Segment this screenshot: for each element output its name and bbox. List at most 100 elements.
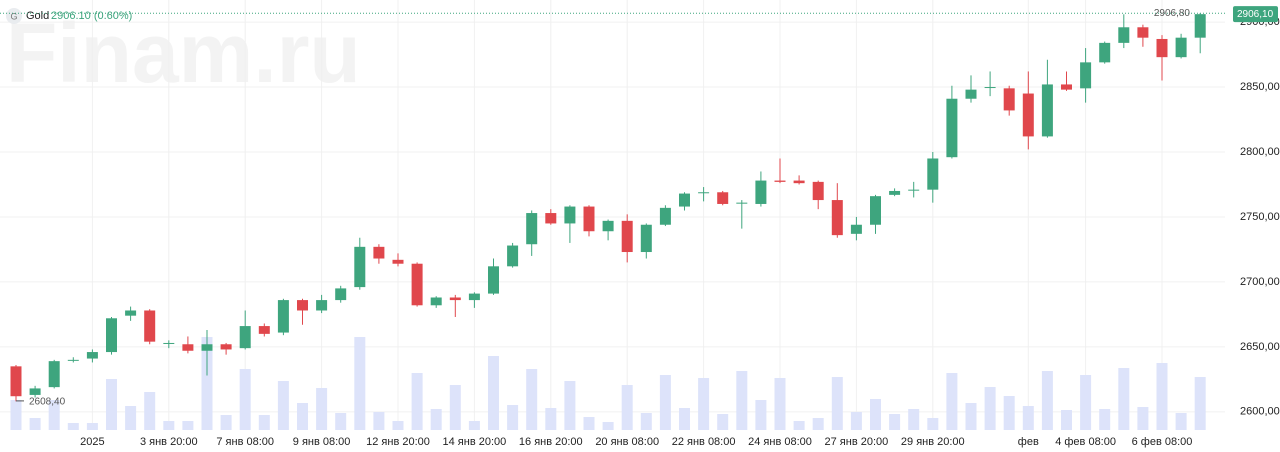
x-tick-label: 3 янв 20:00 — [140, 436, 198, 448]
volume-bar — [545, 408, 557, 430]
volume-bar — [1022, 406, 1034, 430]
volume-bar — [1194, 377, 1206, 430]
volume-bar — [297, 403, 308, 430]
x-tick-label: 9 янв 08:00 — [293, 436, 351, 448]
volume-bar — [946, 373, 958, 430]
candle-body — [392, 259, 404, 264]
chart-subtitle: 2906.10 (0.60%) — [51, 10, 132, 22]
candle-body — [507, 245, 519, 267]
volume-bar — [488, 356, 499, 430]
y-tick-label: 2750,00 — [1240, 211, 1280, 223]
candle-body — [449, 297, 461, 301]
candle-body — [774, 180, 786, 182]
x-tick-label: 12 янв 20:00 — [366, 436, 430, 448]
volume-bar — [965, 403, 977, 430]
candle-body — [220, 344, 232, 350]
volume-bar — [927, 418, 939, 430]
volume-bar — [125, 406, 137, 430]
plot — [0, 0, 1225, 430]
volume-bar — [698, 378, 710, 430]
volume-bar — [1118, 368, 1130, 430]
candle-body — [1137, 27, 1149, 38]
candle-body — [10, 366, 22, 397]
volume-bar — [870, 399, 881, 430]
x-tick-label: фев — [1018, 436, 1039, 448]
volume-bar — [373, 412, 385, 430]
x-tick-label: 29 янв 20:00 — [901, 436, 965, 448]
volume-bar — [449, 385, 461, 430]
candle-body — [239, 326, 251, 349]
candle-body — [468, 293, 480, 301]
volume-bar — [640, 413, 652, 430]
volume-bar — [793, 421, 805, 430]
volume-bar — [812, 418, 824, 430]
x-tick-label: 20 янв 08:00 — [595, 436, 659, 448]
y-tick-label: 2700,00 — [1240, 276, 1280, 288]
candle-body — [1061, 84, 1072, 90]
x-tick-label: 2025 — [80, 436, 104, 448]
symbol: G — [10, 11, 17, 21]
volume-bar — [29, 418, 41, 430]
volume-bar — [1041, 371, 1053, 430]
x-tick-label: 4 фев 08:00 — [1055, 436, 1116, 448]
candle-body — [850, 224, 862, 234]
candle-body — [698, 192, 710, 194]
volume-bar — [1137, 407, 1149, 430]
x-tick-label: 24 янв 08:00 — [748, 436, 812, 448]
x-tick-label: 14 янв 20:00 — [443, 436, 507, 448]
candle-body — [1156, 38, 1168, 58]
candle-body — [736, 202, 748, 204]
volume-bar — [48, 400, 60, 430]
volume-bar — [1156, 363, 1168, 430]
volume-bar — [583, 417, 595, 430]
candle-body — [182, 344, 194, 351]
y-tick-label: 2800,00 — [1240, 146, 1280, 158]
volume-bar — [889, 414, 901, 430]
candle-body — [870, 196, 881, 225]
volume-bar — [602, 422, 614, 430]
volume-bar — [220, 415, 232, 430]
volume-bar — [354, 337, 366, 430]
volume-bar — [679, 408, 690, 430]
candle-body — [583, 206, 595, 232]
candle-body — [29, 388, 41, 395]
volume-bar — [1080, 375, 1092, 430]
x-tick-label: 27 янв 20:00 — [825, 436, 889, 448]
candle-body — [621, 220, 633, 253]
candle-body — [106, 318, 117, 353]
candle-body — [908, 189, 920, 191]
candle-body — [488, 266, 499, 294]
candle-body — [545, 213, 557, 224]
volume-bar — [10, 400, 22, 430]
candle-body — [1175, 37, 1187, 58]
low-label: 2608,40 — [29, 397, 66, 408]
candle-body — [67, 359, 79, 361]
volume-bar — [392, 421, 404, 430]
volume-bar — [774, 378, 786, 430]
y-tick-label: 2600,00 — [1240, 406, 1280, 418]
volume-bar — [831, 377, 843, 430]
candle-body — [965, 89, 977, 99]
candle-body — [144, 310, 156, 342]
candle-body — [984, 87, 996, 89]
candle-body — [659, 207, 671, 225]
volume-bar — [564, 381, 576, 430]
volume-bar — [182, 421, 194, 430]
candle-body — [755, 180, 767, 204]
volume-bar — [430, 409, 442, 430]
candle-body — [373, 246, 385, 259]
candle-body — [48, 361, 60, 388]
candle-body — [717, 192, 729, 204]
chart-title: Gold — [26, 10, 49, 22]
candle-body — [1194, 14, 1206, 38]
volume-bar — [755, 400, 767, 430]
high-label: 2906,80 — [1154, 8, 1191, 19]
candle-body — [793, 180, 805, 184]
volume-bar — [507, 405, 519, 430]
y-tick-label: 2850,00 — [1240, 81, 1280, 93]
candle-body — [640, 224, 652, 253]
candle-body — [1099, 42, 1111, 63]
x-tick-label: 16 янв 20:00 — [519, 436, 583, 448]
volume-bar — [316, 388, 328, 430]
